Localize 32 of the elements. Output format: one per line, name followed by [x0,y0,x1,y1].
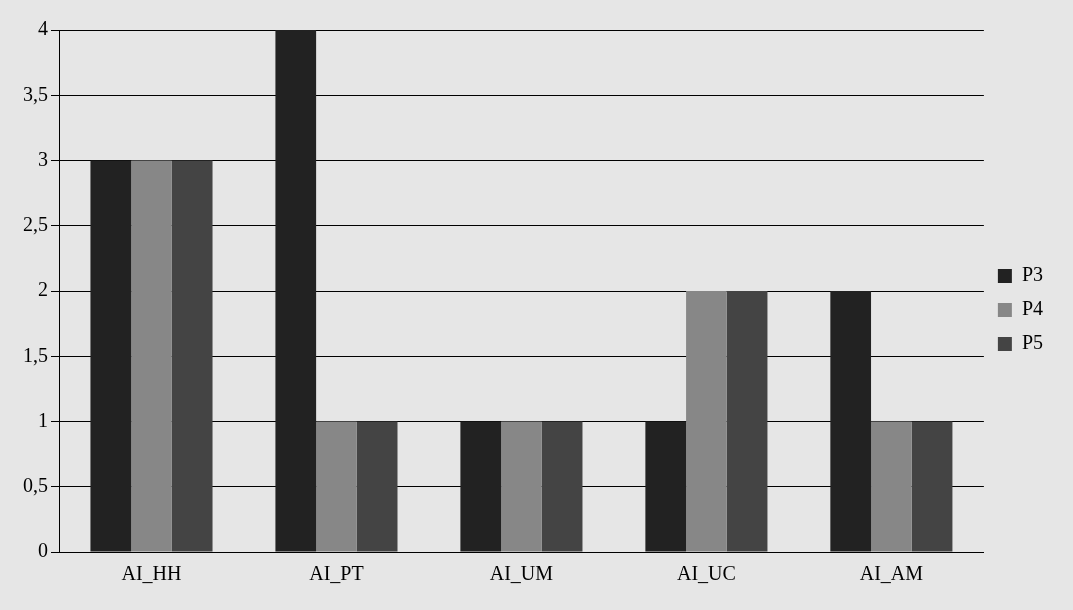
y-tick-label: 0 [38,539,48,562]
bar [686,291,727,552]
bar [90,160,132,552]
x-tick-label: AI_UM [489,562,554,585]
y-tick-label: 2,5 [23,213,48,235]
bar [645,421,687,552]
y-tick-label: 3,5 [23,82,48,105]
x-tick-label: AI_UC [676,562,736,585]
bar [460,421,502,552]
y-tick-label: 0,5 [23,474,48,496]
x-tick-label: AI_PT [309,562,364,585]
x-tick-label: AI_AM [859,562,924,585]
y-tick-label: 4 [38,17,48,40]
bar [131,160,172,552]
bar [830,291,872,552]
y-tick-label: 3 [38,147,48,170]
legend-label: P3 [1021,263,1043,286]
bar [171,160,213,552]
bar [316,421,357,552]
legend-label: P5 [1021,331,1043,354]
bar [541,421,583,552]
bar [911,421,953,552]
y-tick-label: 2 [38,278,48,301]
y-tick-label: 1,5 [23,343,48,366]
bar [871,421,912,552]
bar [726,291,768,552]
y-tick-label: 1 [38,408,48,431]
x-tick-label: AI_HH [121,562,182,585]
bar [356,421,398,552]
legend-label: P4 [1021,297,1043,320]
bar [501,421,542,552]
bar [275,30,317,552]
